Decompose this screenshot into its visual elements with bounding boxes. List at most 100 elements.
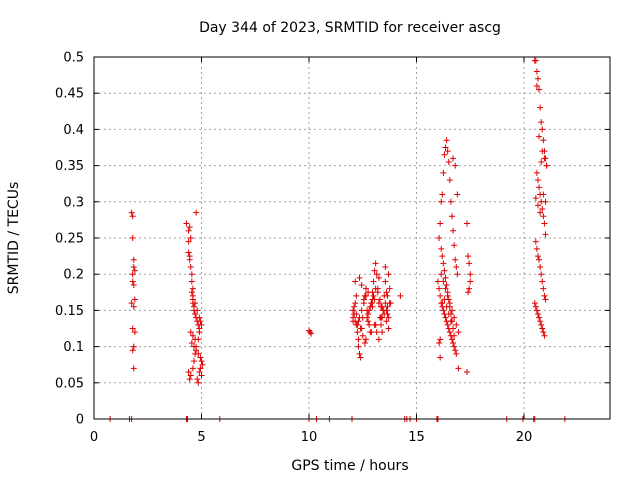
data-point xyxy=(355,336,362,343)
data-point xyxy=(194,307,201,314)
data-point xyxy=(378,321,385,328)
data-point xyxy=(437,292,444,299)
data-point xyxy=(540,137,547,144)
data-point xyxy=(353,292,360,299)
data-point xyxy=(442,314,449,321)
data-point xyxy=(540,329,547,336)
data-point xyxy=(189,332,196,339)
data-point xyxy=(189,292,196,299)
data-point xyxy=(196,314,203,321)
data-point xyxy=(358,282,365,289)
data-point xyxy=(185,249,192,256)
data-point xyxy=(440,307,447,314)
data-point xyxy=(378,303,385,310)
data-point xyxy=(542,198,549,205)
data-point xyxy=(365,289,372,296)
data-point xyxy=(438,271,445,278)
data-point xyxy=(372,260,379,267)
data-point xyxy=(533,68,540,75)
data-point xyxy=(452,347,459,354)
y-tick-label: 0.35 xyxy=(55,159,84,174)
y-tick-label: 0.2 xyxy=(63,268,84,283)
data-point xyxy=(306,327,312,334)
data-point xyxy=(356,314,363,321)
data-point xyxy=(445,158,452,165)
data-point xyxy=(534,177,541,184)
grid-lines xyxy=(94,57,610,419)
data-point xyxy=(455,365,462,372)
data-point xyxy=(532,303,539,310)
y-tick-label: 0 xyxy=(76,413,84,428)
data-point xyxy=(183,220,190,227)
data-point xyxy=(537,318,544,325)
data-point xyxy=(447,318,454,325)
data-point xyxy=(190,358,197,365)
data-point xyxy=(188,289,195,296)
data-point xyxy=(467,278,474,285)
data-point xyxy=(441,296,448,303)
data-point xyxy=(438,245,445,252)
data-point xyxy=(197,354,204,361)
data-point xyxy=(386,285,393,292)
data-point xyxy=(539,325,546,332)
data-point xyxy=(387,300,394,307)
data-point xyxy=(534,75,541,82)
data-point xyxy=(197,318,204,325)
data-point xyxy=(464,220,471,227)
data-point xyxy=(442,285,449,292)
data-point xyxy=(354,329,361,336)
data-point xyxy=(189,365,196,372)
data-point xyxy=(538,119,545,126)
data-point xyxy=(383,289,390,296)
data-point xyxy=(384,292,391,299)
y-tick-label: 0.5 xyxy=(63,51,84,66)
data-point xyxy=(384,303,391,310)
data-point xyxy=(536,133,543,140)
data-point xyxy=(366,321,373,328)
data-point xyxy=(192,311,199,318)
data-point xyxy=(537,263,544,270)
data-point xyxy=(372,321,379,328)
data-point xyxy=(437,354,444,361)
data-point xyxy=(446,300,453,307)
data-point xyxy=(384,311,391,318)
data-point xyxy=(454,271,461,278)
x-tick-label: 15 xyxy=(408,430,425,445)
data-point xyxy=(531,57,538,64)
data-point xyxy=(193,343,200,350)
data-point xyxy=(198,321,205,328)
data-point xyxy=(440,278,447,285)
data-point xyxy=(358,307,365,314)
data-point xyxy=(444,321,451,328)
data-point xyxy=(382,278,389,285)
data-point xyxy=(370,292,377,299)
data-point xyxy=(452,256,459,263)
x-tick-label: 20 xyxy=(516,430,533,445)
data-point xyxy=(441,151,448,158)
data-point xyxy=(448,213,455,220)
data-point xyxy=(364,314,371,321)
y-tick-label: 0.1 xyxy=(63,340,84,355)
data-point xyxy=(371,296,378,303)
data-point xyxy=(185,238,192,245)
data-point xyxy=(538,321,545,328)
data-point xyxy=(373,329,380,336)
data-point xyxy=(362,292,369,299)
data-point xyxy=(439,300,446,307)
data-point xyxy=(131,296,138,303)
data-point xyxy=(375,300,382,307)
data-point xyxy=(188,278,195,285)
x-tick-label: 10 xyxy=(301,430,318,445)
data-point xyxy=(534,311,541,318)
data-point xyxy=(443,137,450,144)
data-point xyxy=(454,191,461,198)
data-point xyxy=(382,300,389,307)
data-point xyxy=(354,321,361,328)
data-point xyxy=(446,329,453,336)
data-point xyxy=(130,343,137,350)
data-point xyxy=(194,376,201,383)
data-point xyxy=(185,227,192,234)
data-point xyxy=(465,289,472,296)
data-point xyxy=(450,155,457,162)
data-point xyxy=(385,314,392,321)
